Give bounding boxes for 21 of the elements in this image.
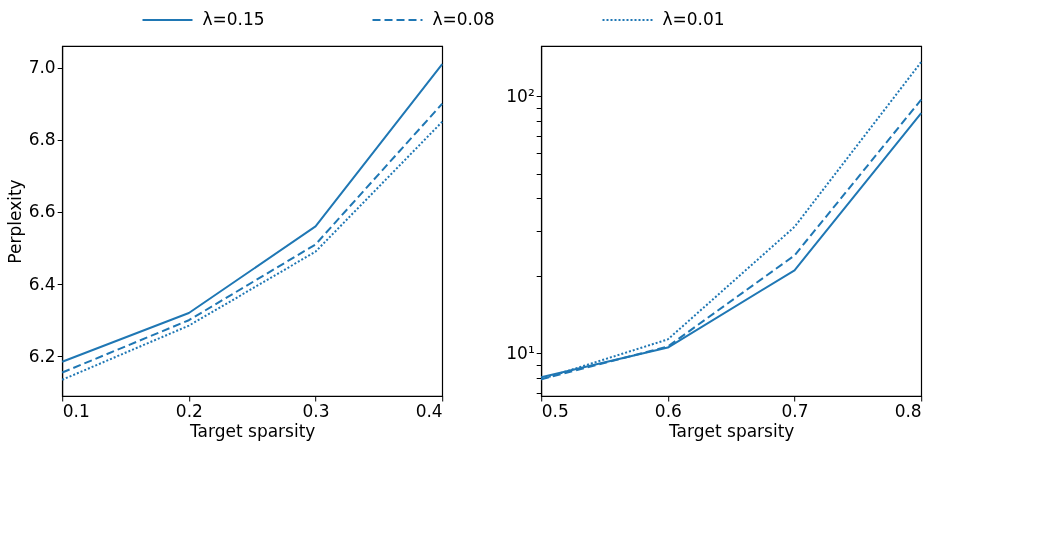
y-axis-title: Perplexity <box>4 179 25 264</box>
legend-label: λ=0.01 <box>662 9 725 29</box>
y-tick-label: 6.2 <box>28 345 56 366</box>
legend-label: λ=0.15 <box>202 9 265 29</box>
x-tick-label: 0.7 <box>781 400 809 421</box>
x-tick-label: 0.1 <box>62 400 90 421</box>
y-tick-label: 6.6 <box>28 201 56 222</box>
x-tick-label: 0.6 <box>654 400 682 421</box>
legend-label: λ=0.08 <box>432 9 495 29</box>
x-tick-label: 0.3 <box>302 400 330 421</box>
y-tick-label: 7.0 <box>28 57 56 78</box>
x-axis-title: Target sparsity <box>189 420 316 441</box>
x-tick-label: 0.5 <box>541 400 569 421</box>
x-tick-label: 0.8 <box>894 400 922 421</box>
y-tick-label: 10¹ <box>506 342 535 363</box>
x-tick-label: 0.4 <box>415 400 443 421</box>
x-axis-title: Target sparsity <box>668 420 795 441</box>
y-tick-label: 6.8 <box>28 129 56 150</box>
y-tick-label: 6.4 <box>28 273 56 294</box>
y-tick-label: 10² <box>506 85 535 106</box>
x-tick-label: 0.2 <box>175 400 203 421</box>
